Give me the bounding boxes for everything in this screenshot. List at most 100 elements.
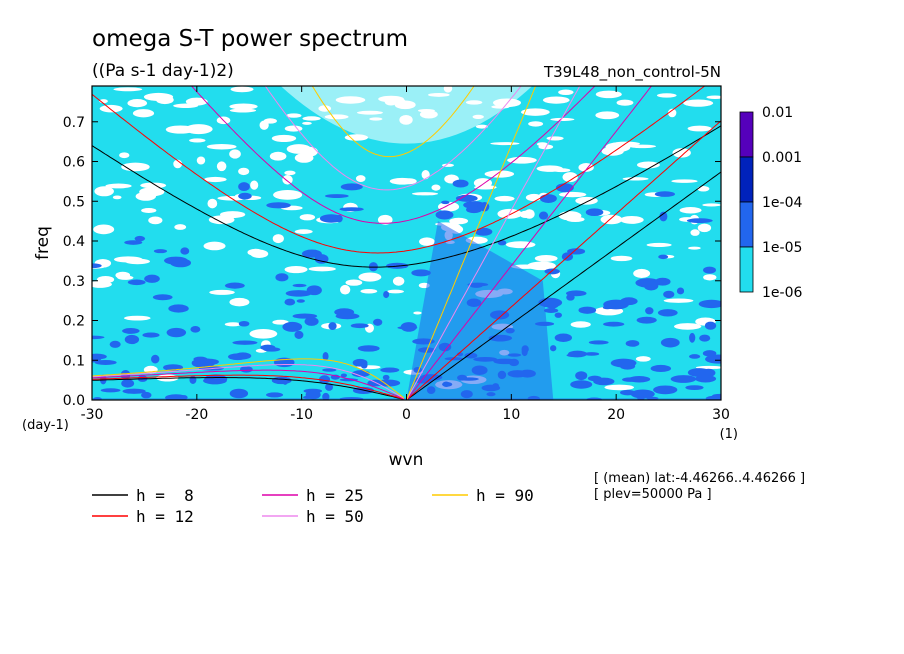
heat-cell-high <box>643 281 659 291</box>
heat-cell-low <box>355 175 366 183</box>
heat-cell-high <box>543 308 559 313</box>
heat-cell-high <box>322 352 329 361</box>
heat-cell-low <box>271 134 297 142</box>
y-tick-label: 0.0 <box>63 393 85 409</box>
heat-cell-low <box>475 124 488 129</box>
heat-region-low <box>280 86 533 144</box>
heat-cell-high <box>463 201 485 209</box>
heat-cell-low <box>165 125 196 134</box>
heat-cell-high <box>554 333 573 342</box>
heat-cell-high <box>670 375 697 383</box>
heat-cell-high <box>603 299 629 310</box>
heat-cell-high <box>304 317 319 326</box>
heat-cell-low <box>156 95 174 105</box>
heat-cell-high <box>284 298 296 306</box>
rossby-curve <box>92 358 405 399</box>
heat-cell-low <box>94 186 114 197</box>
heat-cell-low <box>238 167 250 176</box>
heat-cell-high <box>92 335 105 340</box>
colorbar-segment <box>739 156 754 203</box>
heat-cell-low <box>345 279 363 286</box>
x-tick-label: 0 <box>402 407 411 423</box>
heat-cell-high <box>224 282 245 289</box>
x-tick-label: 30 <box>712 407 730 423</box>
heat-cell-low <box>294 229 313 234</box>
y-tick-label: 0.7 <box>63 115 85 131</box>
heat-cell-low <box>141 208 157 214</box>
x-tick-label: -30 <box>81 407 104 423</box>
heat-cell-low <box>636 161 660 169</box>
heat-cell-high <box>575 371 588 381</box>
x-tick-label: 10 <box>502 407 520 423</box>
heat-cell-low <box>389 177 415 185</box>
heat-cell-high <box>152 294 173 301</box>
heat-cell-high <box>637 395 645 400</box>
heat-cell-high <box>180 247 190 255</box>
heat-cell-low <box>123 315 151 321</box>
heat-cell-low <box>249 328 278 339</box>
heat-cell-high <box>122 327 140 334</box>
heat-cell-high <box>654 191 675 197</box>
heat-cell-high <box>645 307 654 315</box>
rossby-curve <box>92 364 405 399</box>
heat-cell-low <box>527 261 556 271</box>
heat-cell-high <box>166 327 187 338</box>
heat-cell-high <box>238 192 252 200</box>
heat-cell-low <box>604 384 635 391</box>
y-tick-label: 0.4 <box>63 234 85 250</box>
heat-cell-high <box>712 393 721 398</box>
legend-label: h = 90 <box>476 486 534 505</box>
heat-cell-low <box>299 214 316 221</box>
heat-cell-low <box>358 272 382 282</box>
x-tick-label: 20 <box>607 407 625 423</box>
heat-cell-low <box>421 170 430 180</box>
rossby-curve <box>92 377 405 400</box>
heat-cell-low <box>139 187 165 197</box>
heat-cell-high <box>397 326 418 330</box>
heat-cell-high <box>699 334 711 342</box>
heat-cell-high <box>695 375 717 383</box>
heat-cell-high <box>689 332 696 343</box>
heat-cell-low <box>339 284 351 295</box>
legend: h = 8 h = 12 h = 25 h = 50 h = 90 <box>92 486 534 526</box>
heat-cell-high <box>705 354 721 364</box>
colorbar-label: 1e-04 <box>762 195 802 211</box>
colorbar-label: 1e-06 <box>762 285 802 301</box>
heat-cell-high <box>127 279 146 286</box>
colorbar-segment <box>739 111 754 158</box>
chart-subtitle: ((Pa s-1 day-1)2) <box>92 61 234 81</box>
y-tick-label: 0.2 <box>63 314 85 330</box>
heat-cell-low <box>174 224 187 230</box>
heat-cell-low <box>702 203 721 207</box>
heat-cell-high <box>124 240 143 245</box>
heat-cell-high <box>452 179 469 188</box>
heat-cell-high <box>328 322 337 330</box>
kelvin-curve <box>406 86 537 400</box>
heat-region-high <box>406 221 554 400</box>
heat-cell-high <box>165 394 187 400</box>
heat-cell-low <box>269 151 287 161</box>
heat-cell-high <box>538 211 549 220</box>
heat-cell-high <box>620 389 636 396</box>
heat-cell-low <box>706 95 721 100</box>
heat-cell-high <box>292 283 307 288</box>
x-unit-label: (1) <box>720 427 738 442</box>
heat-cell-low <box>308 266 336 272</box>
heat-cell-low <box>610 255 633 262</box>
heat-cell-low <box>219 211 246 218</box>
heat-cell-high <box>435 210 454 220</box>
heat-cell-high <box>566 353 584 358</box>
heat-cell-high <box>190 325 201 333</box>
heat-cell-high <box>340 373 347 378</box>
y-tick-label: 0.6 <box>63 155 85 171</box>
heat-cell-low <box>595 111 620 120</box>
heat-cell-high <box>100 388 121 393</box>
heat-cell-low <box>616 99 634 106</box>
run-label: T39L48_non_control-5N <box>543 63 721 82</box>
heat-cell-high <box>539 194 557 203</box>
heat-cell-low <box>413 311 422 315</box>
heat-cell-high <box>121 379 135 388</box>
heat-cell-low <box>601 146 624 156</box>
heat-cell-low <box>683 99 714 107</box>
